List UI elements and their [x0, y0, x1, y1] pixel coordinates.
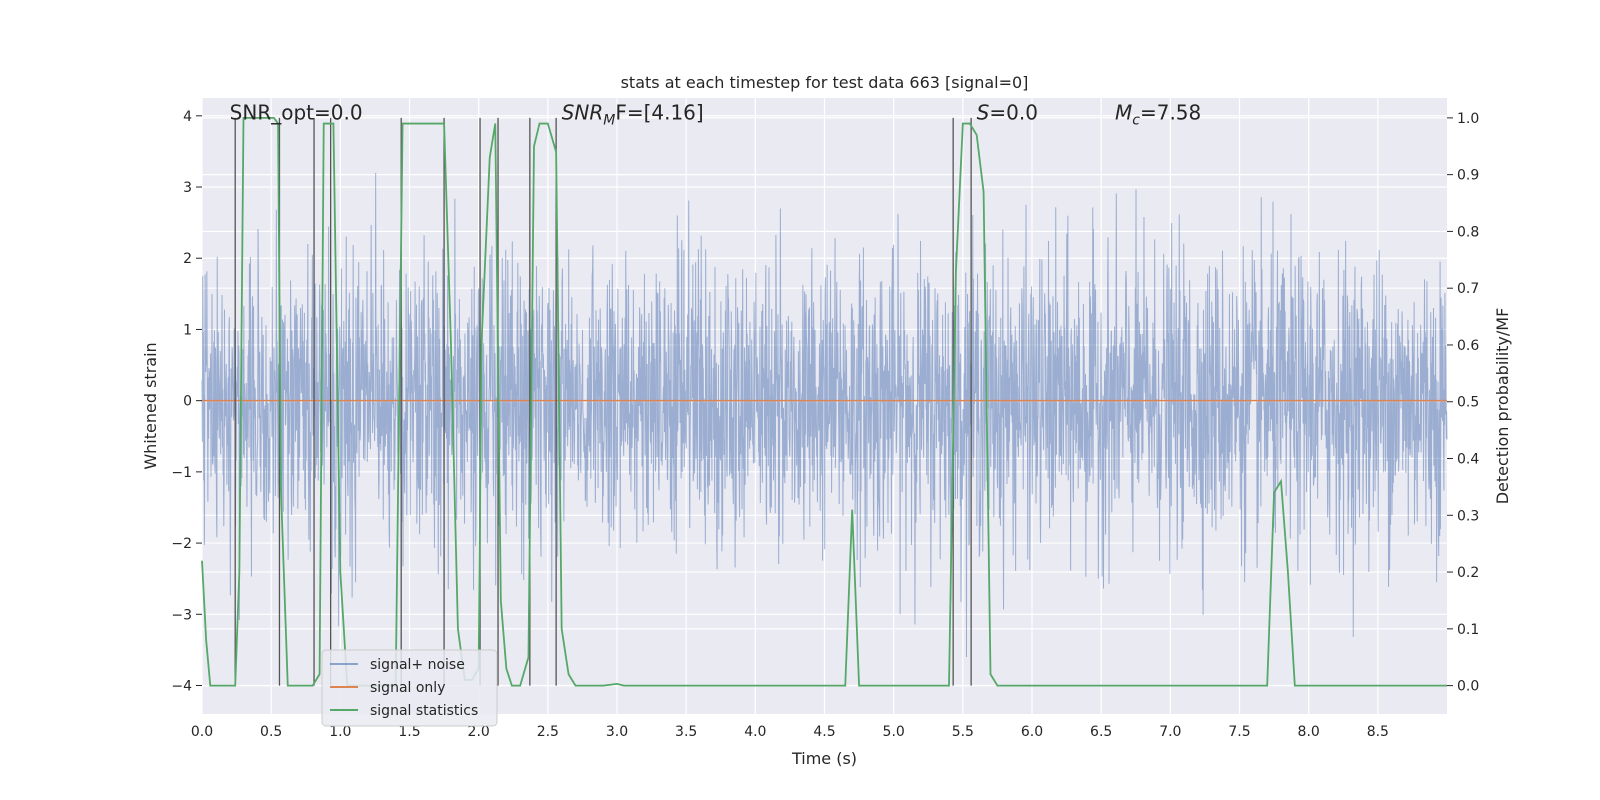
- y-tick-label-right: 0.7: [1457, 281, 1479, 297]
- annotation-text: SNR_opt=0.0: [230, 100, 363, 124]
- x-tick-label: 4.5: [813, 724, 835, 740]
- x-axis-ticks: 0.0 0.5 1.0 1.5 2.0 2.5 3.0 3.5 4.0 4.5 5.0 5.5 6.0 6…: [191, 724, 1389, 740]
- x-tick-label: 0.5: [260, 724, 282, 740]
- y-tick-label-right: 0.8: [1457, 224, 1479, 240]
- y-tick-label-right: 0.1: [1457, 622, 1479, 638]
- legend-label: signal statistics: [370, 703, 478, 719]
- annotation-text: SNRMF=[4.16]: [562, 100, 704, 128]
- chart-title: stats at each timestep for test data 663…: [621, 73, 1029, 92]
- annotation-text: Mc=7.58: [1115, 100, 1201, 128]
- y-tick-label-right: 0.0: [1457, 679, 1479, 695]
- y-tick-label-left: 1: [183, 322, 192, 338]
- annotation-after: =0.0: [989, 100, 1038, 124]
- annotations: SNR_opt=0.0 SNRMF=[4.16] S=0.0 Mc=7.58: [230, 100, 1202, 128]
- x-tick-label: 8.0: [1298, 724, 1320, 740]
- y-tick-label-right: 1.0: [1457, 111, 1479, 127]
- annotation-after: =7.58: [1140, 100, 1201, 124]
- y-tick-label-right: 0.9: [1457, 168, 1479, 184]
- legend-box: [321, 649, 498, 727]
- y-tick-label-right: 0.3: [1457, 508, 1479, 524]
- y-tick-label-right: 0.2: [1457, 565, 1479, 581]
- annotation-main: SNR_opt=0.0: [230, 100, 363, 124]
- x-tick-label: 5.5: [952, 724, 974, 740]
- series-signal-noise: [201, 172, 1448, 658]
- x-tick-label: 7.0: [1159, 724, 1181, 740]
- legend-label: signal only: [370, 680, 445, 696]
- y-tick-label-left: 3: [183, 180, 192, 196]
- y-tick-label-left: 2: [183, 251, 192, 267]
- y-tick-label-left: 4: [183, 109, 192, 125]
- series-signal-statistics: [201, 116, 1447, 687]
- x-tick-label: 6.0: [1021, 724, 1043, 740]
- x-tick-label: 2.5: [537, 724, 559, 740]
- x-tick-label: 7.5: [1228, 724, 1250, 740]
- signal-statistics-line: [201, 116, 1447, 687]
- y-tick-label-left: −3: [171, 607, 192, 623]
- annotation-main: SNR: [562, 100, 604, 124]
- x-axis-label: Time (s): [791, 749, 857, 768]
- annotation-after: F=[4.16]: [615, 100, 703, 124]
- x-tick-label: 3.5: [675, 724, 697, 740]
- y-tick-label-left: −1: [171, 465, 192, 481]
- signal-noise-line: [201, 172, 1448, 658]
- x-tick-label: 6.5: [1090, 724, 1112, 740]
- y-axis-right-label: Detection probability/MF: [1493, 308, 1512, 505]
- x-tick-label: 1.5: [398, 724, 420, 740]
- y-axis-left-label: Whitened strain: [141, 342, 160, 469]
- x-tick-label: 4.0: [744, 724, 766, 740]
- x-tick-label: 3.0: [606, 724, 628, 740]
- annotation-sub: M: [603, 112, 615, 128]
- annotation-main: M: [1115, 100, 1132, 124]
- annotation-text: S=0.0: [977, 100, 1038, 124]
- legend: signal+ noise signal only signal statistic…: [321, 649, 498, 727]
- x-tick-label: 5.0: [883, 724, 905, 740]
- y-tick-label-left: −4: [171, 679, 192, 695]
- y-axis-left-ticks: −4 −3 −2 −1 0 1 2 3 4: [171, 109, 202, 695]
- y-tick-label-right: 0.4: [1457, 452, 1479, 468]
- y-axis-right-ticks: 0.0 0.1 0.2 0.3 0.4 0.5 0.6 0.7 0.8 0.9 1.0: [1447, 111, 1479, 695]
- y-tick-label-left: −2: [171, 536, 192, 552]
- x-tick-label: 0.0: [191, 724, 213, 740]
- legend-label: signal+ noise: [370, 657, 465, 673]
- annotation-main: S: [977, 100, 990, 124]
- y-tick-label-left: 0: [183, 394, 192, 410]
- x-tick-label: 8.5: [1367, 724, 1389, 740]
- y-tick-label-right: 0.6: [1457, 338, 1479, 354]
- annotation-sub: c: [1132, 112, 1140, 128]
- x-tick-label: 1.0: [329, 724, 351, 740]
- x-tick-label: 2.0: [468, 724, 490, 740]
- y-tick-label-right: 0.5: [1457, 395, 1479, 411]
